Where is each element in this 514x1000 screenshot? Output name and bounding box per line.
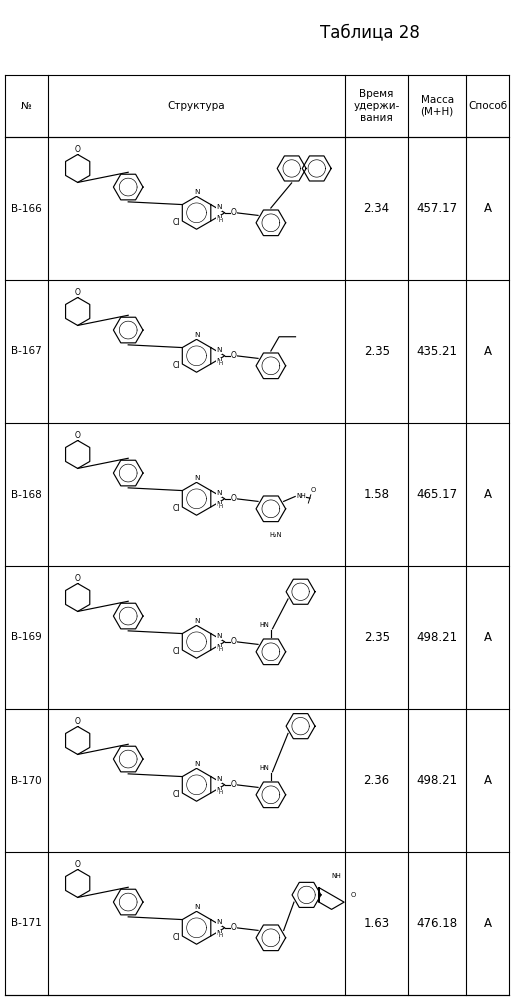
Text: А: А: [484, 202, 491, 215]
Text: N: N: [216, 490, 222, 496]
Text: Cl: Cl: [173, 504, 180, 513]
Text: 2.36: 2.36: [363, 774, 390, 787]
Text: N: N: [216, 215, 222, 221]
Text: HN: HN: [260, 622, 269, 628]
Text: Таблица 28: Таблица 28: [320, 23, 420, 41]
Text: O: O: [231, 923, 237, 932]
Text: Cl: Cl: [173, 647, 180, 656]
Text: N: N: [194, 618, 199, 624]
Text: 1.63: 1.63: [363, 917, 390, 930]
Text: H: H: [219, 218, 223, 223]
Text: А: А: [484, 345, 491, 358]
Text: В-168: В-168: [11, 489, 42, 499]
Text: В-170: В-170: [11, 776, 42, 786]
Text: 435.21: 435.21: [416, 345, 457, 358]
Text: В-171: В-171: [11, 918, 42, 928]
Text: 2.35: 2.35: [363, 345, 390, 358]
Text: N: N: [216, 776, 222, 782]
Text: 498.21: 498.21: [416, 631, 457, 644]
Text: А: А: [484, 488, 491, 501]
Text: А: А: [484, 917, 491, 930]
Text: N: N: [216, 204, 222, 210]
Text: В-169: В-169: [11, 633, 42, 643]
Text: N: N: [216, 644, 222, 650]
Text: 2.34: 2.34: [363, 202, 390, 215]
Text: 465.17: 465.17: [416, 488, 457, 501]
Text: O: O: [231, 208, 237, 217]
Text: Cl: Cl: [173, 790, 180, 799]
Text: В-166: В-166: [11, 204, 42, 214]
Text: O: O: [351, 892, 356, 898]
Text: N: N: [194, 761, 199, 767]
Text: H₂N: H₂N: [269, 532, 282, 538]
Text: H: H: [219, 504, 223, 509]
Text: А: А: [484, 774, 491, 787]
Text: В-167: В-167: [11, 347, 42, 357]
Text: 1.58: 1.58: [363, 488, 390, 501]
Text: O: O: [75, 860, 81, 869]
Text: H: H: [219, 790, 223, 795]
Text: N: N: [216, 501, 222, 507]
Text: 2.35: 2.35: [363, 631, 390, 644]
Text: O: O: [75, 574, 81, 583]
Text: H: H: [219, 361, 223, 366]
Text: 498.21: 498.21: [416, 774, 457, 787]
Text: N: N: [216, 930, 222, 936]
Text: Cl: Cl: [173, 933, 180, 942]
Text: Масса
(М+Н): Масса (М+Н): [420, 95, 454, 117]
Text: NH: NH: [331, 873, 341, 879]
Text: №: №: [21, 101, 32, 111]
Text: N: N: [216, 787, 222, 793]
Text: HN: HN: [260, 765, 269, 771]
Text: O: O: [231, 637, 237, 646]
Text: O: O: [75, 431, 81, 440]
Text: O: O: [231, 351, 237, 360]
Text: А: А: [484, 631, 491, 644]
Text: O: O: [75, 717, 81, 726]
Text: N: N: [216, 347, 222, 353]
Text: N: N: [216, 358, 222, 364]
Text: Способ: Способ: [468, 101, 507, 111]
Text: O: O: [231, 494, 237, 503]
Text: Cl: Cl: [173, 218, 180, 227]
Text: O: O: [231, 780, 237, 789]
Text: Время
удержи-
вания: Время удержи- вания: [354, 89, 400, 123]
Text: H: H: [219, 647, 223, 652]
Text: N: N: [194, 332, 199, 338]
Text: Структура: Структура: [168, 101, 225, 111]
Text: O: O: [75, 288, 81, 297]
Text: 457.17: 457.17: [416, 202, 457, 215]
Text: O: O: [75, 145, 81, 154]
Text: N: N: [194, 189, 199, 195]
Text: N: N: [216, 919, 222, 925]
Text: N: N: [216, 633, 222, 639]
Text: O: O: [310, 487, 316, 493]
Text: H: H: [219, 933, 223, 938]
Text: Cl: Cl: [173, 361, 180, 370]
Text: N: N: [194, 475, 199, 481]
Text: 476.18: 476.18: [416, 917, 457, 930]
Text: NH: NH: [296, 493, 306, 499]
Text: N: N: [194, 904, 199, 910]
